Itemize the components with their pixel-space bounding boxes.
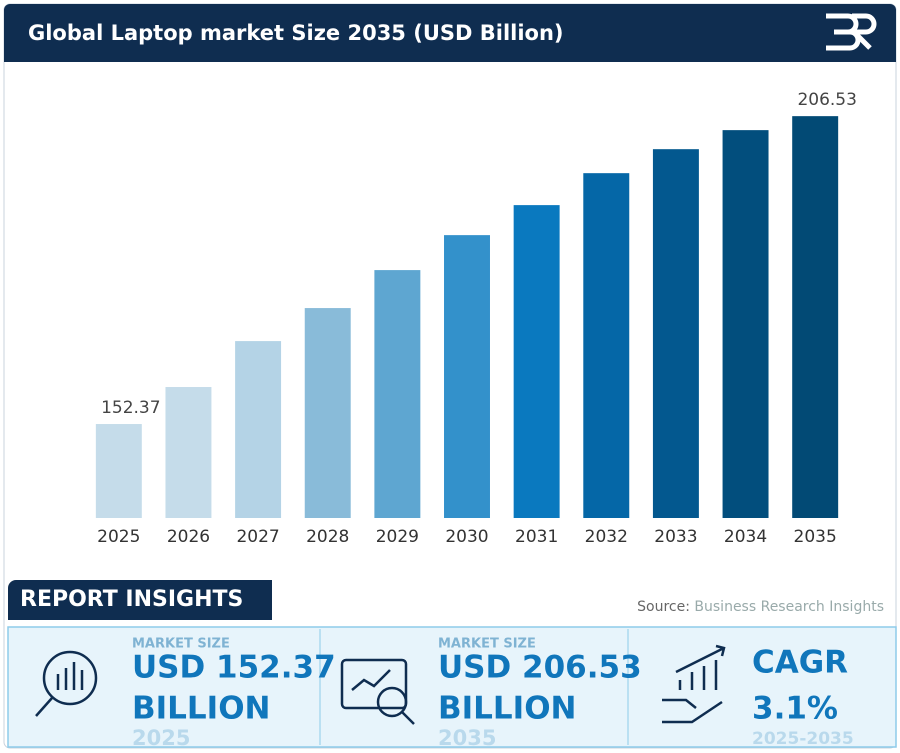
bar xyxy=(95,424,142,518)
card-unit: 3.1% xyxy=(752,691,838,727)
x-tick-label: 2033 xyxy=(654,527,697,547)
card-year: 2035 xyxy=(438,726,496,750)
source-text: Business Research Insights xyxy=(694,599,884,615)
icon-magnifier xyxy=(35,650,98,717)
icon-growth xyxy=(662,644,726,724)
card-label: MARKET SIZE xyxy=(438,637,536,652)
x-tick-label: 2030 xyxy=(445,527,488,547)
x-tick-label: 2028 xyxy=(306,527,349,547)
x-tick-label: 2034 xyxy=(724,527,767,547)
insights-panel xyxy=(7,626,897,748)
card-value: CAGR xyxy=(752,645,848,681)
bar xyxy=(513,205,560,519)
x-tick-label: 2032 xyxy=(585,527,628,547)
source: Source: Business Research Insights xyxy=(637,599,884,615)
bar xyxy=(235,341,282,518)
bar xyxy=(583,173,630,518)
card-value: USD 206.53 xyxy=(438,650,642,686)
plot: 2025 152.37 2026 2027 2028 2029 2030 2031 2032 20… xyxy=(95,90,857,547)
data-label: 152.37 xyxy=(101,398,160,418)
insights-tab xyxy=(8,580,272,620)
bar xyxy=(444,235,490,518)
x-tick-label: 2027 xyxy=(236,527,279,547)
x-tick-label: 2025 xyxy=(97,527,140,547)
bar xyxy=(374,270,421,518)
icon-screen xyxy=(340,658,415,725)
x-tick-label: 2035 xyxy=(794,527,837,547)
x-tick-label: 2029 xyxy=(376,527,419,547)
source-label: Source: xyxy=(637,599,690,615)
card-year: 2025 xyxy=(132,726,190,750)
header-bar xyxy=(4,4,896,62)
insights-heading: REPORT INSIGHTS xyxy=(20,587,243,612)
card-unit: BILLION xyxy=(438,691,577,727)
card-value: USD 152.37 xyxy=(132,650,336,686)
logo xyxy=(826,13,877,51)
bar xyxy=(165,387,212,518)
x-tick-label: 2026 xyxy=(167,527,210,547)
bar xyxy=(652,149,699,518)
x-tick-label: 2031 xyxy=(515,527,558,547)
chart-title: Global Laptop market Size 2035 (USD Bill… xyxy=(28,21,564,45)
bar xyxy=(792,116,839,518)
card-year: 2025-2035 xyxy=(752,729,854,749)
card-label: MARKET SIZE xyxy=(132,637,230,652)
bar xyxy=(722,130,769,518)
data-label: 206.53 xyxy=(797,90,856,110)
bar xyxy=(304,308,351,518)
card-unit: BILLION xyxy=(132,691,271,727)
